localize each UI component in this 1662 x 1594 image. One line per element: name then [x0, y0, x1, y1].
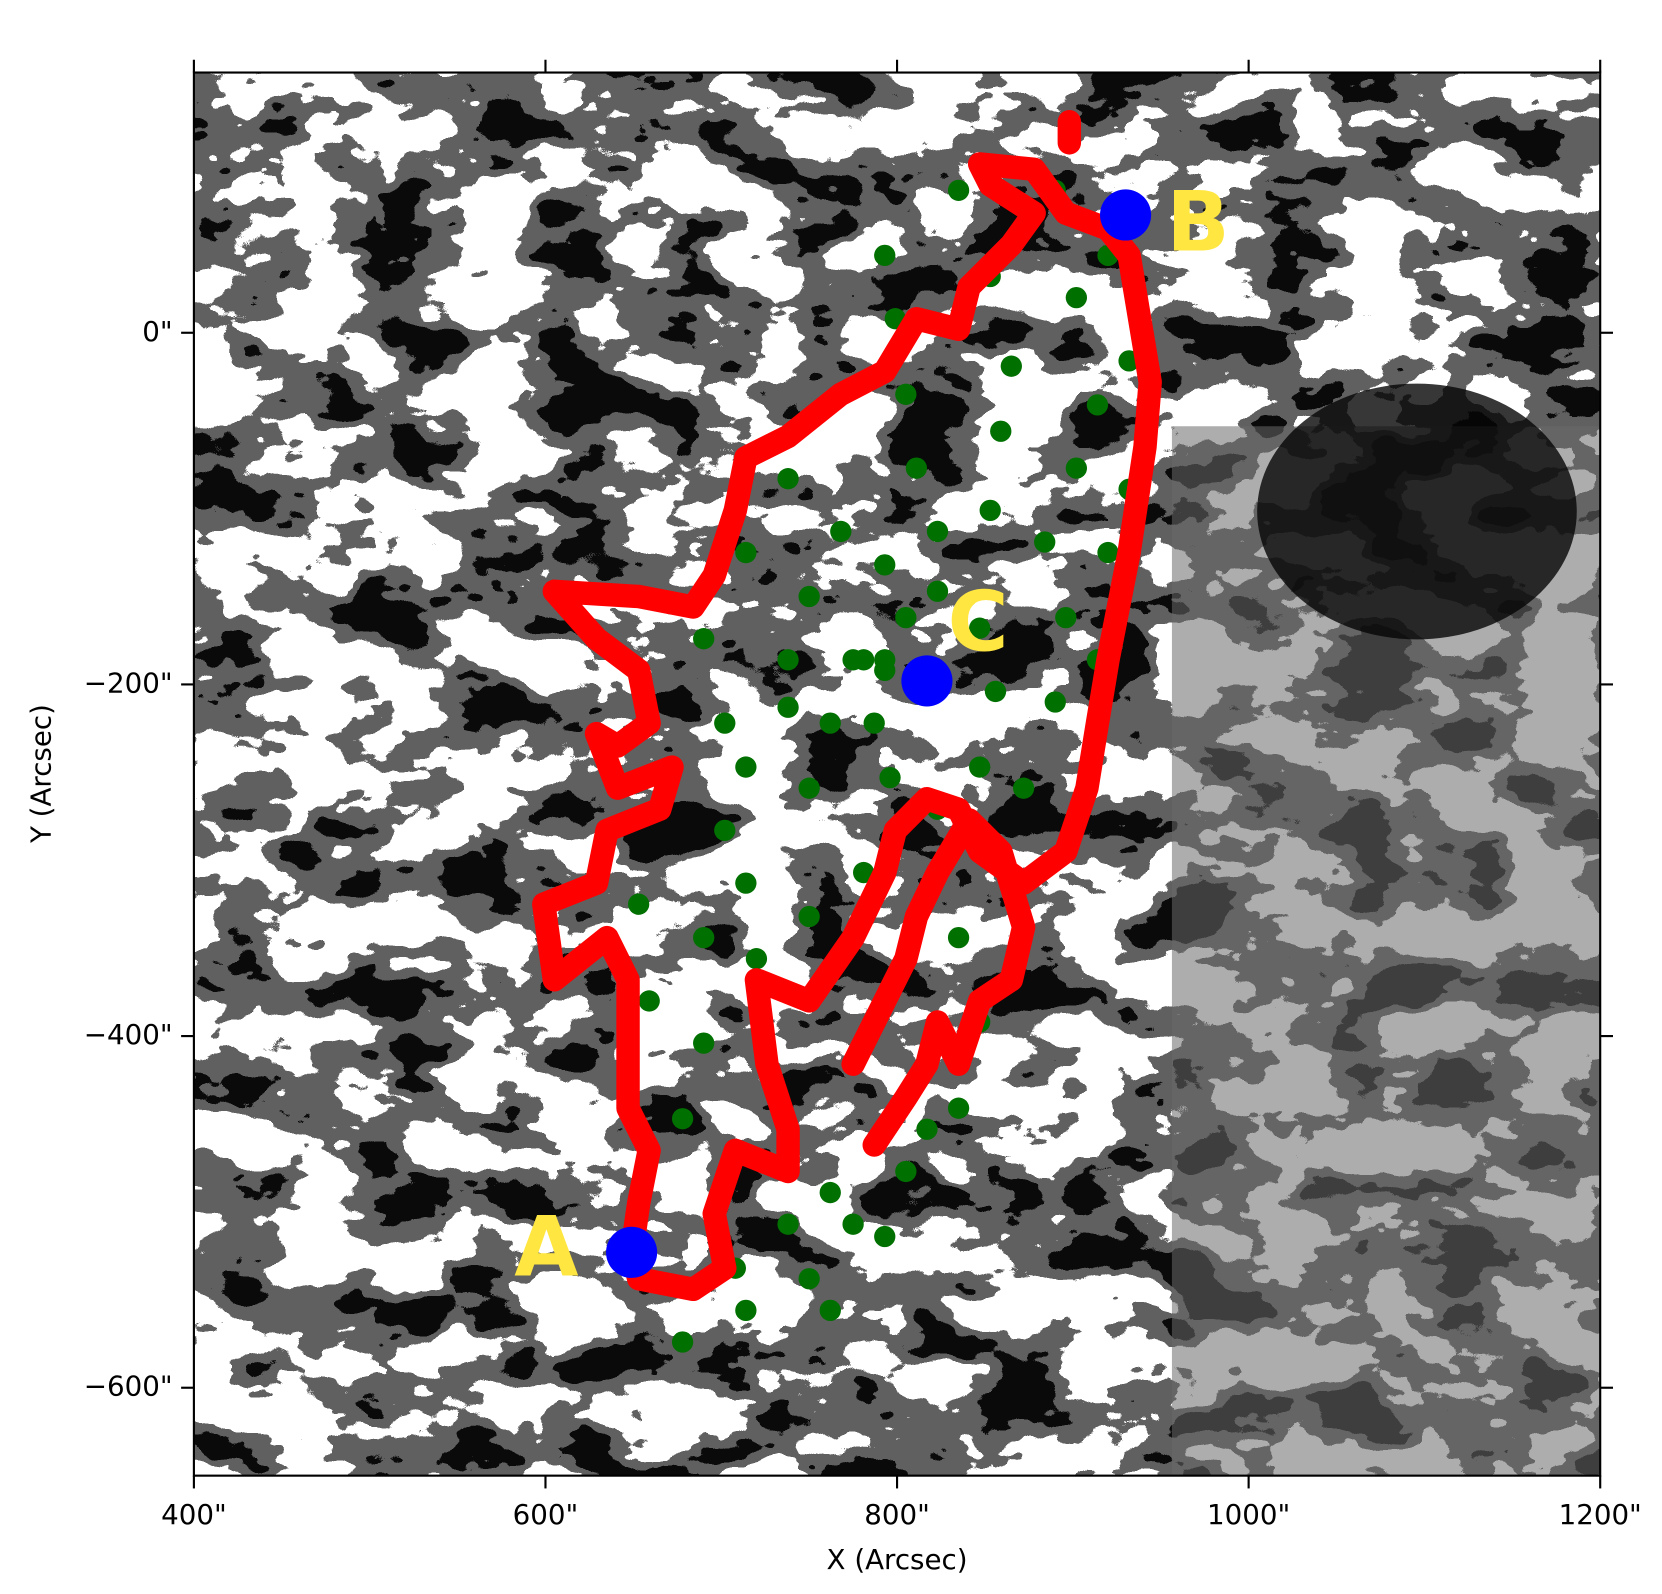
dot	[798, 1268, 820, 1290]
x-tick-label: 1200"	[1559, 1498, 1642, 1531]
dot	[926, 520, 949, 543]
dot	[1034, 531, 1056, 553]
point-label: C	[948, 574, 1009, 671]
contour-line	[532, 110, 1162, 1302]
y-tick-label: −400"	[84, 1018, 173, 1051]
dot	[693, 1032, 715, 1054]
dot	[1065, 457, 1088, 479]
dot	[874, 659, 896, 682]
dot	[842, 1213, 864, 1235]
dot	[819, 712, 841, 734]
dot	[895, 606, 917, 629]
dot	[714, 819, 736, 842]
y-tick-label: 0"	[142, 315, 172, 348]
dot	[947, 926, 970, 949]
dot	[874, 554, 896, 576]
dot	[1055, 606, 1077, 629]
dot	[777, 696, 799, 718]
dot	[671, 1331, 694, 1353]
dot	[735, 1299, 757, 1322]
dot	[777, 1213, 799, 1235]
x-tick-label: 400"	[161, 1498, 227, 1531]
dot	[745, 948, 768, 970]
dot	[863, 712, 885, 734]
point	[1100, 189, 1152, 241]
dot	[1000, 355, 1022, 377]
dot	[990, 420, 1012, 442]
dot	[819, 1181, 841, 1204]
dot	[969, 617, 991, 639]
dot	[798, 905, 820, 928]
dot	[979, 499, 1001, 522]
dot	[798, 585, 820, 608]
dot	[842, 649, 864, 671]
dot	[638, 990, 660, 1012]
dot	[984, 680, 1007, 703]
point-label: B	[1166, 174, 1229, 271]
point	[901, 655, 953, 707]
dot	[916, 1118, 938, 1140]
y-axis-label: Y (Arcsec)	[25, 704, 58, 844]
dot	[879, 766, 901, 789]
dot	[735, 541, 757, 564]
x-tick-label: 1000"	[1207, 1498, 1290, 1531]
dot	[895, 383, 917, 405]
dot	[777, 468, 799, 490]
dot	[735, 756, 757, 778]
dot	[947, 179, 970, 201]
point-label: A	[514, 1198, 578, 1295]
dot	[947, 1097, 970, 1119]
dot	[819, 1299, 841, 1322]
x-tick-label: 600"	[513, 1498, 579, 1531]
y-tick-label: −200"	[84, 666, 173, 699]
marks	[532, 110, 1162, 1353]
dot	[693, 926, 715, 949]
dot	[627, 893, 650, 915]
y-tick-label: −600"	[84, 1370, 173, 1403]
dot	[735, 872, 757, 894]
dot	[853, 861, 875, 884]
dot	[1044, 691, 1066, 713]
dot	[874, 244, 896, 267]
dot	[905, 457, 928, 479]
dot	[1065, 286, 1088, 309]
x-axis-label: X (Arcsec)	[827, 1543, 968, 1576]
dot	[798, 777, 820, 799]
dot	[926, 580, 949, 602]
dot	[1097, 541, 1119, 564]
dot	[1086, 394, 1109, 416]
dot	[693, 628, 715, 650]
dot	[671, 1108, 694, 1130]
dot	[1012, 777, 1035, 799]
dot	[830, 520, 852, 543]
dot	[714, 712, 736, 734]
point	[606, 1226, 658, 1278]
dot	[895, 1160, 917, 1183]
x-tick-label: 800"	[864, 1498, 930, 1531]
dot	[874, 1225, 896, 1248]
dot	[969, 756, 991, 778]
dot	[777, 649, 799, 671]
